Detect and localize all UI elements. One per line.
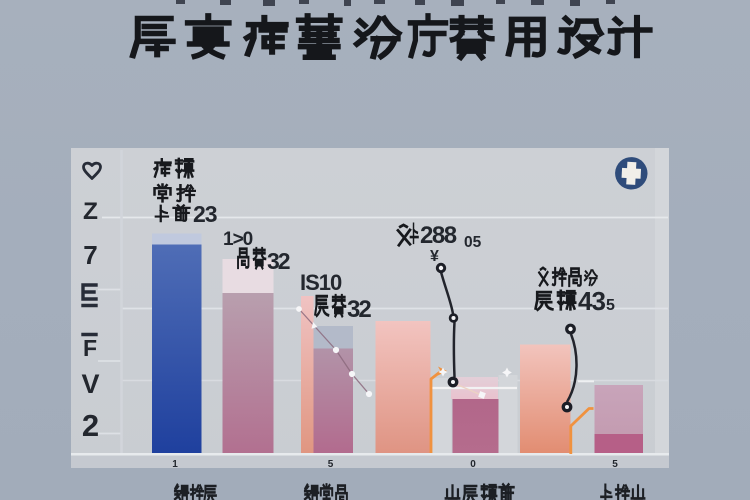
svg-text:7: 7	[83, 240, 97, 270]
svg-text:IS10: IS10	[300, 270, 342, 295]
svg-text:32: 32	[347, 296, 371, 323]
svg-text:5: 5	[606, 297, 615, 314]
svg-text:05: 05	[464, 234, 482, 251]
svg-text:288: 288	[420, 222, 457, 249]
svg-text:¥: ¥	[430, 248, 439, 265]
svg-text:32: 32	[267, 248, 290, 274]
svg-text:5: 5	[328, 459, 334, 470]
svg-text:Z: Z	[83, 198, 98, 225]
svg-text:5: 5	[612, 459, 618, 470]
svg-text:1>0: 1>0	[223, 229, 253, 250]
svg-text:F: F	[83, 335, 97, 361]
svg-text:0: 0	[470, 459, 476, 470]
svg-text:V: V	[81, 369, 99, 399]
svg-text:2: 2	[82, 408, 99, 443]
svg-text:43: 43	[578, 286, 605, 316]
svg-text:23: 23	[193, 201, 217, 227]
svg-text:1: 1	[172, 459, 178, 470]
